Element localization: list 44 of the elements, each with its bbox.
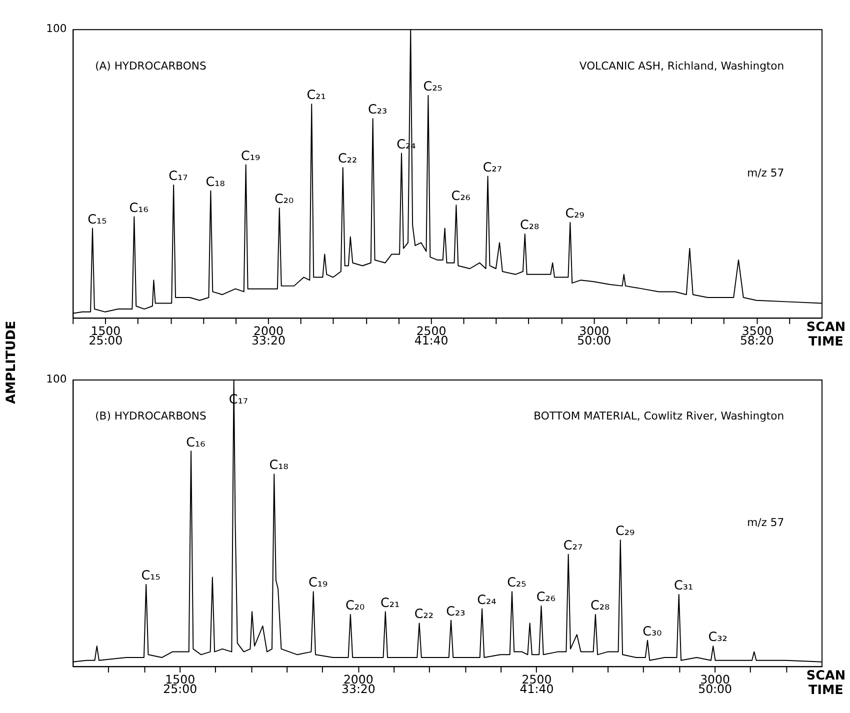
annotation: m/z 57 <box>747 516 784 529</box>
annotation: C₂₄ <box>477 592 496 608</box>
annotation: VOLCANIC ASH, Richland, Washington <box>579 60 784 73</box>
annotation: C₁₆ <box>186 435 206 450</box>
annotation: C₁₅ <box>141 568 160 584</box>
annotation: C₃₀ <box>642 624 662 640</box>
annotation: C₁₉ <box>240 148 260 164</box>
annotation: C₂₉ <box>565 206 584 222</box>
annotation: C₂₇ <box>482 160 502 176</box>
annotation: C₂₉ <box>615 524 635 540</box>
y-axis-title: AMPLITUDE <box>4 320 20 404</box>
annotation: C₁₉ <box>308 576 328 591</box>
annotation: C₁₅ <box>88 212 107 228</box>
annotation: C₂₀ <box>346 598 365 614</box>
annotation: C₂₆ <box>536 590 556 606</box>
annotation: C₃₂ <box>708 630 728 646</box>
annotation: BOTTOM MATERIAL, Cowlitz River, Washington <box>534 410 784 423</box>
annotation: C₂₃ <box>446 604 466 620</box>
annotation: C₁₈ <box>206 174 225 190</box>
annotation: C₂₈ <box>590 598 610 614</box>
annotation: C₂₀ <box>274 192 294 208</box>
text: 100 <box>46 372 67 386</box>
annotation: C₂₃ <box>368 102 388 118</box>
annotation: C₂₂ <box>338 152 358 167</box>
x2-axis-title: TIME <box>808 683 844 698</box>
annotation: C₁₈ <box>269 458 288 474</box>
annotation: (A) HYDROCARBONS <box>95 60 206 73</box>
annotation: (B) HYDROCARBONS <box>95 410 206 423</box>
annotation: C₂₁ <box>380 596 400 611</box>
annotation: C₂₆ <box>451 189 470 204</box>
annotation: C₂₁ <box>306 88 326 104</box>
x2-axis-title: TIME <box>808 334 844 350</box>
annotation: m/z 57 <box>747 166 784 180</box>
text: 100 <box>46 22 67 36</box>
annotation: C₂₈ <box>520 218 540 234</box>
x-axis-title: SCAN <box>806 320 846 335</box>
annotation: C₂₅ <box>507 576 526 591</box>
x-axis-title: SCAN <box>806 668 846 684</box>
annotation: C₂₂ <box>414 607 434 622</box>
annotation: C₁₇ <box>168 169 188 184</box>
annotation: C₂₅ <box>423 80 442 95</box>
annotation: C₁₆ <box>129 200 148 216</box>
annotation: C₃₁ <box>674 578 694 594</box>
annotation: C₂₇ <box>563 538 583 554</box>
